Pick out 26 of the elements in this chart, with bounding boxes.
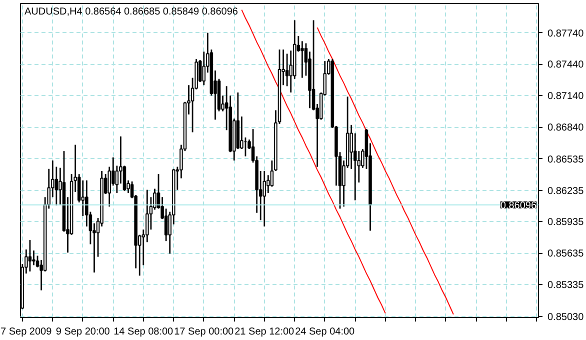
x-tick-label: 9 Sep 20:00 xyxy=(56,326,110,338)
x-tick-label: 7 Sep 2009 xyxy=(0,326,52,338)
y-tick-label: 0.87740 xyxy=(548,28,584,40)
candlestick xyxy=(81,180,85,217)
chart-title: AUDUSD,H4 0.86564 0.86685 0.85849 0.86096 xyxy=(24,6,238,18)
y-tick-label: 0.85030 xyxy=(548,312,584,323)
ref-line-label: 0.86096 xyxy=(500,200,537,212)
x-tick-label: 24 Sep 04:00 xyxy=(295,326,356,338)
x-tick-label: 14 Sep 08:00 xyxy=(114,326,174,338)
x-tick-label: 17 Sep 00:00 xyxy=(174,326,234,338)
candlestick xyxy=(28,239,32,272)
y-tick-label: 0.86235 xyxy=(548,186,584,197)
y-tick-label: 0.86535 xyxy=(548,154,584,166)
y-tick-label: 0.87440 xyxy=(548,60,584,71)
candlestick xyxy=(300,40,304,79)
candlestick xyxy=(262,170,266,228)
y-tick-label: 0.85935 xyxy=(548,217,584,228)
y-tick-label: 0.85335 xyxy=(548,280,584,292)
line-series xyxy=(241,9,386,314)
y-tick-label: 0.87140 xyxy=(548,91,584,102)
x-tick-label: 21 Sep 12:00 xyxy=(234,326,295,338)
y-tick-label: 0.86840 xyxy=(548,122,584,134)
candlestick xyxy=(285,53,289,87)
candlestick xyxy=(32,250,36,266)
line-series xyxy=(316,27,454,315)
y-tick-label: 0.85635 xyxy=(548,248,584,260)
